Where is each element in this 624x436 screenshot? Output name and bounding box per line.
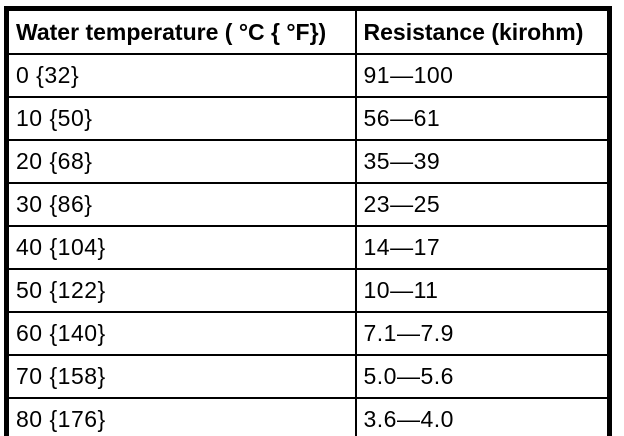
cell-resistance: 56—61	[354, 96, 611, 141]
col-header-water-temperature: Water temperature ( °C { °F})	[5, 7, 357, 55]
cell-temperature: 40 {104}	[5, 225, 357, 270]
table-row: 20 {68} 35—39	[5, 139, 611, 184]
table-row: 70 {158} 5.0—5.6	[5, 354, 611, 399]
cell-resistance: 14—17	[354, 225, 611, 270]
table-row: 40 {104} 14—17	[5, 225, 611, 270]
table-row: 30 {86} 23—25	[5, 182, 611, 227]
cell-temperature: 20 {68}	[5, 139, 357, 184]
table-row: 80 {176} 3.6—4.0	[5, 397, 611, 436]
cell-resistance: 23—25	[354, 182, 611, 227]
table-row: 60 {140} 7.1—7.9	[5, 311, 611, 356]
cell-resistance: 10—11	[354, 268, 611, 313]
header-row: Water temperature ( °C { °F}) Resistance…	[5, 7, 611, 55]
cell-resistance: 91—100	[354, 53, 611, 98]
table-row: 10 {50} 56—61	[5, 96, 611, 141]
cell-resistance: 35—39	[354, 139, 611, 184]
table-header: Water temperature ( °C { °F}) Resistance…	[5, 7, 611, 55]
col-header-resistance: Resistance (kirohm)	[354, 7, 611, 55]
cell-temperature: 60 {140}	[5, 311, 357, 356]
table-body: 0 {32} 91—100 10 {50} 56—61 20 {68} 35—3…	[5, 53, 611, 436]
table-row: 0 {32} 91—100	[5, 53, 611, 98]
table-row: 50 {122} 10—11	[5, 268, 611, 313]
water-temp-resistance-table: Water temperature ( °C { °F}) Resistance…	[4, 6, 612, 436]
cell-temperature: 70 {158}	[5, 354, 357, 399]
cell-temperature: 30 {86}	[5, 182, 357, 227]
cell-temperature: 0 {32}	[5, 53, 357, 98]
cell-temperature: 50 {122}	[5, 268, 357, 313]
cell-resistance: 5.0—5.6	[354, 354, 611, 399]
cell-temperature: 10 {50}	[5, 96, 357, 141]
cell-resistance: 7.1—7.9	[354, 311, 611, 356]
cell-resistance: 3.6—4.0	[354, 397, 611, 436]
cell-temperature: 80 {176}	[5, 397, 357, 436]
